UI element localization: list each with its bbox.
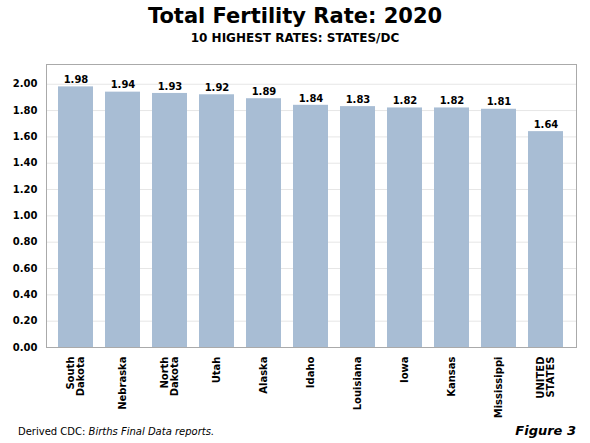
svg-text:Iowa: Iowa: [399, 357, 410, 384]
svg-text:1.94: 1.94: [111, 79, 136, 90]
svg-text:1.98: 1.98: [64, 74, 89, 85]
svg-text:1.84: 1.84: [299, 93, 324, 104]
svg-text:1.82: 1.82: [440, 95, 465, 106]
svg-text:1.80: 1.80: [13, 105, 38, 116]
svg-text:Louisiana: Louisiana: [352, 357, 363, 411]
svg-text:Utah: Utah: [211, 357, 222, 384]
svg-text:1.82: 1.82: [393, 95, 418, 106]
svg-text:1.40: 1.40: [13, 157, 38, 168]
svg-text:NorthDakota: NorthDakota: [159, 357, 180, 397]
svg-text:1.93: 1.93: [158, 81, 183, 92]
svg-text:1.92: 1.92: [205, 82, 230, 93]
svg-text:0.40: 0.40: [13, 289, 38, 300]
svg-text:0.80: 0.80: [13, 236, 38, 247]
svg-text:Kansas: Kansas: [446, 356, 457, 396]
svg-text:0.20: 0.20: [13, 315, 38, 326]
svg-text:1.83: 1.83: [346, 94, 371, 105]
svg-text:Mississippi: Mississippi: [493, 357, 504, 419]
svg-text:2.00: 2.00: [13, 78, 38, 89]
svg-text:0.60: 0.60: [13, 263, 38, 274]
html-text:Figure 3: Figure 3: [515, 423, 576, 438]
svg-text:Idaho: Idaho: [305, 356, 316, 388]
svg-text:1.60: 1.60: [13, 131, 38, 142]
svg-text:1.00: 1.00: [13, 210, 38, 221]
svg-text:1.64: 1.64: [534, 119, 559, 130]
svg-text:1.89: 1.89: [252, 86, 277, 97]
svg-text:1.81: 1.81: [487, 96, 512, 107]
html-text:Total Fertility Rate: 2020: Total Fertility Rate: 2020: [147, 4, 443, 28]
svg-text:Alaska: Alaska: [258, 357, 269, 394]
svg-text:1.20: 1.20: [13, 184, 38, 195]
svg-text:UNITEDSTATES: UNITEDSTATES: [535, 357, 556, 399]
html-text:Derived CDC: Births Final Data: Derived CDC: Births Final Data reports.: [18, 426, 215, 437]
svg-text:SouthDakota: SouthDakota: [65, 357, 86, 397]
svg-text:0.00: 0.00: [13, 342, 38, 353]
html-text:10 HIGHEST RATES: STATES/DC: 10 HIGHEST RATES: STATES/DC: [190, 31, 400, 45]
svg-text:Nebraska: Nebraska: [117, 357, 128, 410]
